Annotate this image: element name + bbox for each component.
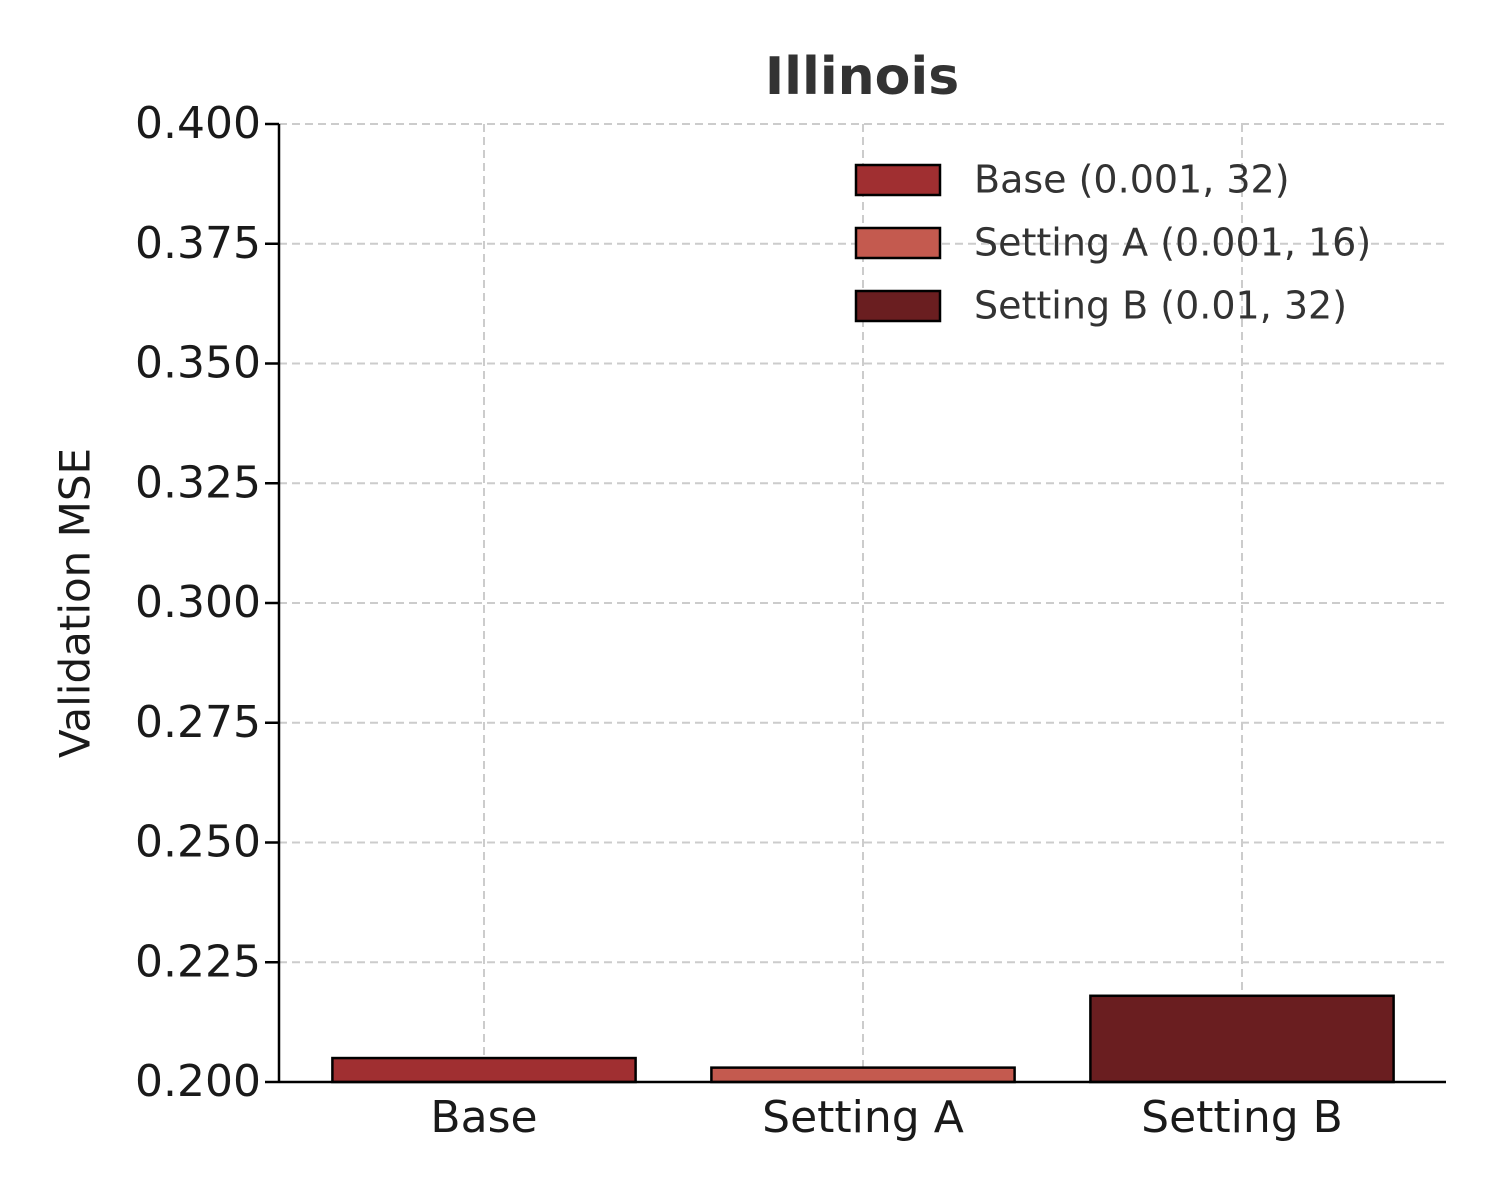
y-tick-label: 0.200 (135, 1056, 261, 1107)
y-tick-label: 0.350 (135, 338, 261, 389)
y-tick-label: 0.225 (135, 936, 261, 987)
y-tick-label: 0.300 (135, 577, 261, 628)
legend-swatch (854, 289, 942, 323)
y-axis-label: Validation MSE (51, 448, 100, 758)
legend-label: Setting B (0.01, 32) (974, 284, 1347, 328)
legend-swatch (854, 226, 942, 260)
y-tick-label: 0.400 (135, 98, 261, 149)
bar (331, 1056, 637, 1084)
legend-label: Base (0.001, 32) (974, 158, 1290, 202)
x-tick-label: Base (430, 1092, 537, 1143)
legend-swatch (854, 163, 942, 197)
x-tick-label: Setting A (762, 1092, 964, 1143)
y-tick-label: 0.325 (135, 457, 261, 508)
chart-title: Illinois (765, 47, 959, 107)
x-tick-label: Setting B (1141, 1092, 1343, 1143)
bar (1089, 994, 1395, 1084)
y-tick-label: 0.275 (135, 697, 261, 748)
y-tick-label: 0.375 (135, 218, 261, 269)
bar (710, 1066, 1016, 1084)
legend-label: Setting A (0.001, 16) (974, 221, 1371, 265)
y-tick-label: 0.250 (135, 817, 261, 868)
